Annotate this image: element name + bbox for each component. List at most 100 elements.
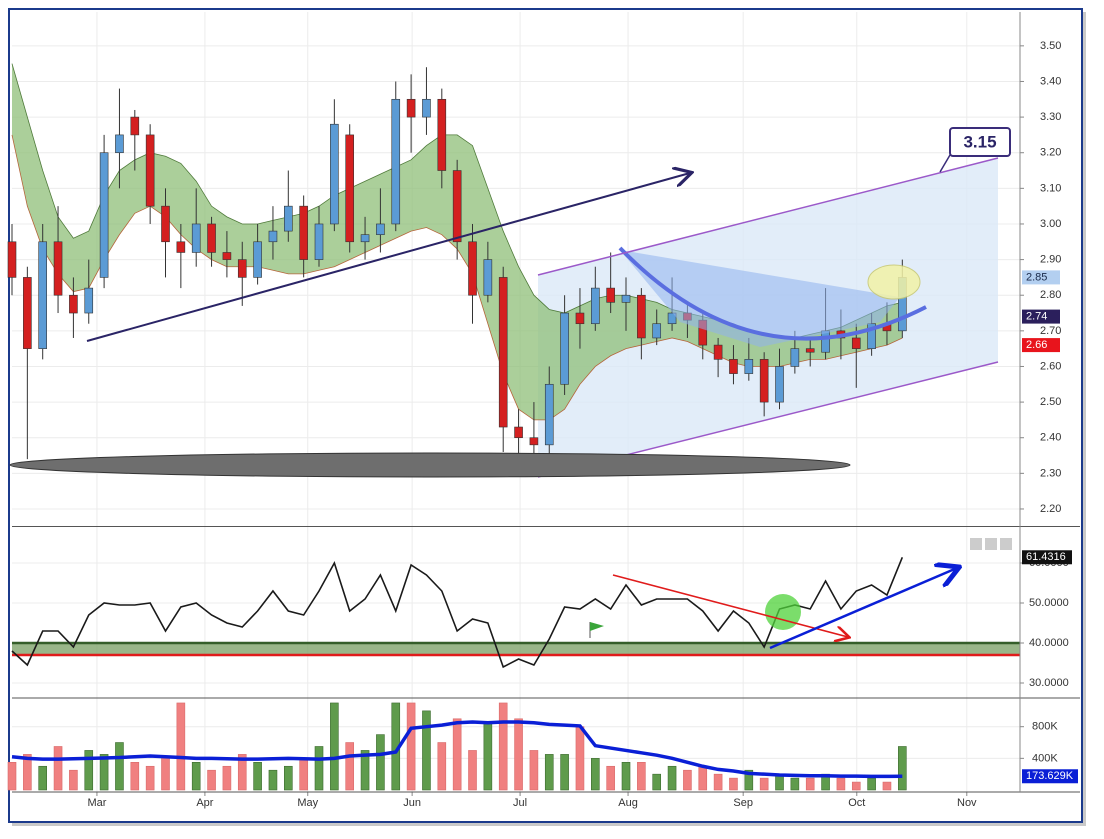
candle-body bbox=[253, 241, 262, 278]
trend-line bbox=[86, 173, 690, 342]
candle-body bbox=[422, 98, 431, 118]
candle-body bbox=[790, 348, 800, 367]
support-ellipse bbox=[9, 452, 851, 478]
candle-body bbox=[69, 294, 78, 314]
volume-bar bbox=[851, 781, 861, 791]
flag bbox=[590, 622, 604, 631]
volume-bar bbox=[23, 754, 32, 791]
y-tick-label: 2.30 bbox=[1040, 467, 1061, 479]
value-box bbox=[1022, 309, 1060, 324]
volume-bar bbox=[621, 762, 631, 791]
zone bbox=[12, 643, 1020, 655]
volume-bar bbox=[591, 758, 600, 791]
volume-bar bbox=[345, 742, 355, 791]
candle-body bbox=[560, 312, 569, 385]
candle-body bbox=[314, 223, 324, 260]
candle-body bbox=[53, 241, 63, 296]
volume-bar bbox=[130, 762, 140, 791]
y-tick-label: 2.60 bbox=[1040, 360, 1061, 372]
y-tick-label: 2.70 bbox=[1040, 325, 1061, 337]
y-tick-label: 800K bbox=[1032, 721, 1058, 733]
volume-bar bbox=[145, 765, 155, 791]
value-box-label: 2.74 bbox=[1026, 311, 1047, 323]
candle-body bbox=[23, 277, 32, 349]
y-tick-label: 3.10 bbox=[1040, 182, 1061, 194]
volume-bar bbox=[237, 754, 247, 791]
x-tick-label: May bbox=[297, 797, 318, 809]
volume-bar bbox=[330, 702, 339, 791]
plot bbox=[7, 63, 1020, 791]
y-tick-label: 30.0000 bbox=[1029, 677, 1069, 689]
volume-bar bbox=[606, 765, 615, 791]
candle-body bbox=[222, 252, 232, 260]
volume-bar bbox=[268, 769, 278, 791]
rsi-line bbox=[11, 556, 904, 669]
candle-body bbox=[237, 259, 247, 278]
highlight-circle bbox=[765, 594, 801, 630]
candle-body bbox=[759, 359, 769, 403]
volume-bar bbox=[468, 750, 477, 791]
value-box bbox=[1022, 270, 1060, 285]
volume-bar bbox=[514, 718, 523, 791]
volume-bar bbox=[69, 769, 78, 791]
button[interactable] bbox=[1000, 538, 1012, 550]
volume-bar bbox=[437, 742, 447, 791]
candle-body bbox=[7, 241, 17, 278]
candle-body bbox=[637, 294, 646, 339]
candle-body bbox=[130, 116, 140, 136]
volume-bar bbox=[836, 777, 846, 791]
y-tick-label: 2.20 bbox=[1040, 503, 1061, 515]
volume-bar bbox=[544, 754, 554, 791]
candle-body bbox=[115, 134, 124, 154]
volume-bar bbox=[759, 777, 769, 791]
candle-body bbox=[621, 294, 631, 303]
candle-body bbox=[821, 330, 830, 353]
volume-bar bbox=[253, 762, 262, 791]
value-box-label: 2.66 bbox=[1026, 339, 1047, 351]
y-tick-label: 2.40 bbox=[1040, 432, 1061, 444]
volume-bar bbox=[115, 742, 124, 791]
callout-text: 3.15 bbox=[963, 132, 996, 151]
volume-bar bbox=[422, 710, 431, 791]
y-tick-label: 40.0000 bbox=[1029, 637, 1069, 649]
x-tick-label: Jul bbox=[513, 797, 527, 809]
candle-body bbox=[345, 134, 355, 243]
y-tick-label: 3.40 bbox=[1040, 75, 1061, 87]
value-box-label: 173.629K bbox=[1026, 770, 1074, 782]
volume-bar bbox=[867, 777, 876, 791]
candle-body bbox=[268, 230, 278, 243]
volume-bar bbox=[882, 781, 892, 791]
volume-bar bbox=[207, 769, 216, 791]
candle-body bbox=[38, 241, 48, 349]
y-tick-label: 50.0000 bbox=[1029, 597, 1069, 609]
channel-upper bbox=[537, 157, 999, 276]
candle-body bbox=[284, 205, 293, 232]
volume-bar bbox=[222, 765, 232, 791]
x-tick-label: Jun bbox=[403, 797, 421, 809]
candle-body bbox=[851, 337, 861, 349]
button[interactable] bbox=[985, 538, 997, 550]
panel-buttons bbox=[970, 538, 1012, 550]
cup-fill bbox=[620, 250, 900, 347]
candle-body bbox=[360, 234, 370, 243]
volume-bar bbox=[652, 773, 662, 791]
y-tick-label: 3.00 bbox=[1040, 218, 1061, 230]
value-box-label: 61.4316 bbox=[1026, 551, 1066, 563]
value-box bbox=[1022, 338, 1060, 353]
candle-body bbox=[529, 437, 539, 446]
callout-box bbox=[949, 127, 1011, 157]
volume-bar bbox=[667, 765, 677, 791]
candle-body bbox=[191, 223, 201, 253]
volume-bar bbox=[284, 765, 293, 791]
volume-bar bbox=[713, 773, 723, 791]
volume-bar bbox=[483, 722, 493, 791]
candle-body bbox=[805, 348, 815, 353]
candle-body bbox=[299, 205, 308, 260]
y-tick-label: 3.20 bbox=[1040, 147, 1061, 159]
button[interactable] bbox=[970, 538, 982, 550]
volume-bar bbox=[898, 746, 907, 791]
candle-body bbox=[575, 312, 585, 325]
candle-body bbox=[544, 383, 554, 446]
